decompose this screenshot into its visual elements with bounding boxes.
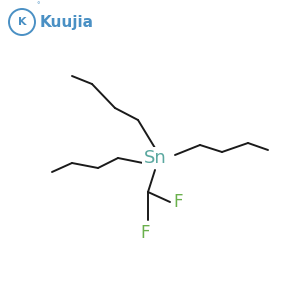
Text: Sn: Sn bbox=[144, 149, 166, 167]
Text: °: ° bbox=[36, 2, 40, 8]
Text: K: K bbox=[18, 17, 26, 27]
Text: F: F bbox=[173, 193, 182, 211]
Text: Kuujia: Kuujia bbox=[40, 14, 94, 29]
Text: F: F bbox=[140, 224, 150, 242]
